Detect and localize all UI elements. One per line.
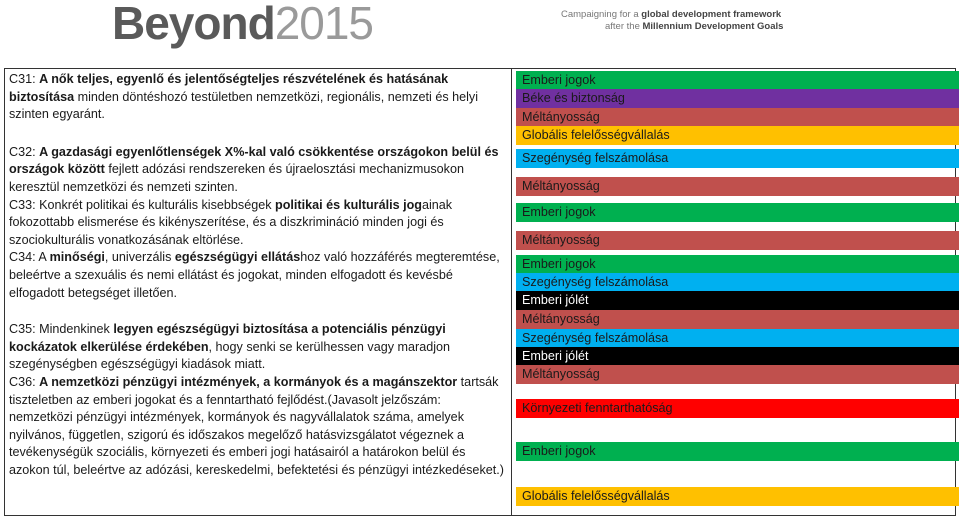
tagline-line-2-pre: after the — [605, 21, 643, 32]
category-tag: Emberi jogok — [516, 71, 959, 90]
goals-table: C31: A nők teljes, egyenlő és jelentőség… — [4, 68, 959, 516]
goal-c31-pre: C31: — [9, 72, 40, 86]
goal-c31-post: minden döntéshozó testületben nemzetközi… — [9, 89, 479, 122]
goal-c34-pre: C34: A — [9, 250, 50, 265]
category-tags-column: Emberi jogok Béke és biztonság Méltányossá… — [512, 69, 959, 515]
tagline-line-2-bold: Millennium Development Goals — [642, 21, 784, 32]
category-tag: Szegénység felszámolása — [516, 329, 959, 348]
goal-c32: C32: A gazdasági egyenlőtlenségek X%-kal… — [9, 144, 507, 197]
goal-c31-bold: A nők teljes, egyenlő és jelentőségtelje… — [9, 72, 449, 104]
category-tag: Méltányosság — [516, 177, 959, 196]
header: Beyond2015 Campaigning for a global deve… — [0, 0, 960, 60]
category-tag: Szegénység felszámolása — [516, 273, 959, 292]
goal-c34-post: hoz való hozzáférés megteremtése, beleér… — [9, 250, 500, 300]
tagline: Campaigning for a global development fra… — [561, 9, 861, 33]
goal-c33: C33: Konkrét politikai és kulturális kis… — [9, 197, 507, 250]
category-tag: Globális felelősségvállalás — [516, 126, 959, 145]
goal-c35-post: , hogy senki se kerülhessen vagy maradjo… — [9, 339, 451, 372]
category-tag: Környezeti fenntarthatóság — [516, 399, 959, 418]
category-tag: Emberi jogok — [516, 203, 959, 222]
goal-c32-pre: C32: — [9, 144, 40, 159]
category-tag: Méltányosság — [516, 108, 959, 127]
category-tag: Méltányosság — [516, 310, 959, 329]
goal-c34-mid: , univerzális — [104, 250, 175, 265]
category-tag: Méltányosság — [516, 231, 959, 250]
category-tag: Emberi jogok — [516, 255, 959, 274]
category-tag: Globális felelősségvállalás — [516, 487, 959, 506]
goal-c35-bold: legyen egészségügyi biztosítása a potenc… — [9, 322, 446, 354]
category-tag: Emberi jólét — [516, 291, 959, 310]
goals-text-column: C31: A nők teljes, egyenlő és jelentőség… — [5, 69, 512, 515]
goal-c33-bold: politikai és kulturális jog — [275, 197, 422, 212]
goal-c33-post: ainak fokozottabb elismerése és kikénysz… — [9, 197, 453, 247]
tagline-line-1-bold: global development framework — [641, 9, 782, 20]
category-tag: Szegénység felszámolása — [516, 149, 959, 168]
goal-c34: C34: A minőségi, univerzális egészségügy… — [9, 249, 507, 302]
beyond2015-logo: Beyond2015 — [112, 0, 374, 49]
spacer — [9, 302, 507, 321]
category-tag: Béke és biztonság — [516, 89, 959, 108]
goal-c36-post: tartsák tiszteletben az emberi jogokat é… — [9, 374, 504, 477]
goal-c35-pre: C35: Mindenkinek — [9, 322, 114, 337]
logo-text-beyond: Beyond — [112, 0, 276, 49]
category-tag: Emberi jogok — [516, 442, 959, 461]
goal-c35: C35: Mindenkinek legyen egészségügyi biz… — [9, 321, 507, 374]
tagline-line-1: Campaigning for a global development fra… — [561, 9, 861, 21]
goal-c32-post: fejlett adózási rendszereken és újraelos… — [9, 162, 464, 194]
goal-c34-bold-2: egészségügyi ellátás — [174, 250, 301, 265]
spacer — [9, 124, 507, 144]
goal-c32-bold: A gazdasági egyenlőtlenségek X%-kal való… — [9, 144, 499, 177]
goal-c36: C36: A nemzetközi pénzügyi intézmények, … — [9, 374, 507, 480]
goal-c31: C31: A nők teljes, egyenlő és jelentőség… — [9, 71, 507, 124]
tagline-line-1-pre: Campaigning for a — [561, 9, 642, 20]
goal-c33-pre: C33: Konkrét politikai és kulturális kis… — [9, 197, 275, 212]
category-tag: Emberi jólét — [516, 347, 959, 366]
goal-c36-pre: C36: — [9, 374, 40, 389]
goal-c36-bold: A nemzetközi pénzügyi intézmények, a kor… — [39, 374, 458, 389]
goal-c34-bold-1: minőségi — [49, 250, 105, 265]
tagline-line-2: after the Millennium Development Goals — [561, 21, 861, 33]
logo-text-2015: 2015 — [274, 0, 374, 49]
category-tag: Méltányosság — [516, 365, 959, 384]
